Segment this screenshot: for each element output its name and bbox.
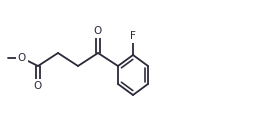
Text: O: O [18,53,26,63]
Text: F: F [130,31,136,41]
Text: O: O [34,81,42,91]
Text: O: O [94,26,102,36]
